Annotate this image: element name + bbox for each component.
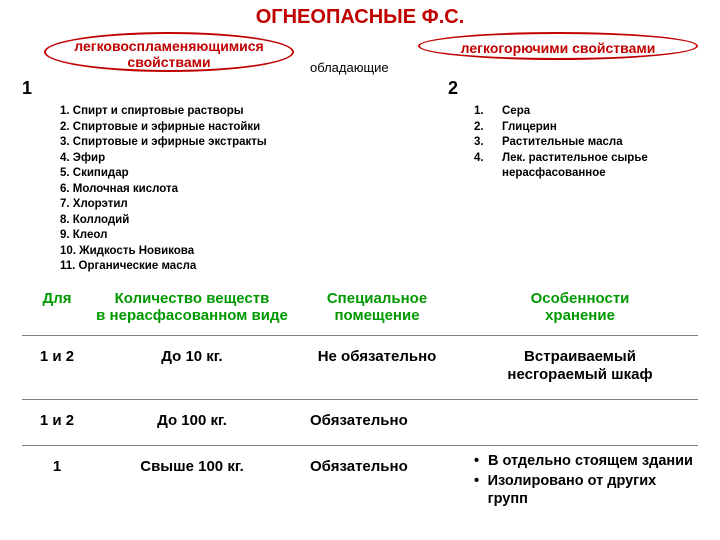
- table-row: 1 и 2 До 100 кг. Обязательно: [22, 400, 698, 446]
- table-row: 1 и 2 До 10 кг. Не обязательно Встраивае…: [22, 336, 698, 401]
- between-word: обладающие: [310, 60, 389, 75]
- cell-for: 1 и 2: [22, 336, 92, 400]
- list-item: 4.Лек. растительное сырье: [474, 151, 648, 167]
- list-item: 7. Хлорэтил: [60, 197, 267, 213]
- cell-for: 1 и 2: [22, 400, 92, 445]
- cell-feat: Встраиваемыйнесгораемый шкаф: [462, 336, 698, 400]
- list-item: 8. Коллодий: [60, 213, 267, 229]
- storage-table: Для Количество веществв нерасфасованном …: [22, 284, 698, 524]
- bubble-category-2: легкогорючими свойствами: [418, 32, 698, 60]
- slide-title: ОГНЕОПАСНЫЕ Ф.С.: [0, 6, 720, 29]
- cell-room: Обязательно: [292, 446, 462, 524]
- list-item: 9. Клеол: [60, 228, 267, 244]
- cell-qty: Свыше 100 кг.: [92, 446, 292, 524]
- bubble1-line1: легковоспламеняющимися: [74, 38, 263, 54]
- bubble-category-1: легковоспламеняющимися свойствами: [44, 32, 294, 72]
- list-item: 1.Сера: [474, 104, 648, 120]
- list-category-1: 1. Спирт и спиртовые растворы 2. Спиртов…: [60, 104, 267, 275]
- list-item: 3. Спиртовые и эфирные экстракты: [60, 135, 267, 151]
- cell-feat: •В отдельно стоящем здании •Изолировано …: [462, 446, 698, 524]
- list-item: 4. Эфир: [60, 151, 267, 167]
- list-item: 3.Растительные масла: [474, 135, 648, 151]
- list-item: 1. Спирт и спиртовые растворы: [60, 104, 267, 120]
- list-category-2: 1.Сера 2.Глицерин 3.Растительные масла 4…: [474, 104, 648, 182]
- cell-feat: [462, 400, 698, 445]
- bubble1-line2: свойствами: [127, 54, 210, 70]
- bubble2-line: легкогорючими свойствами: [461, 40, 656, 56]
- cell-room: Не обязательно: [292, 336, 462, 400]
- list-item: 2.Глицерин: [474, 120, 648, 136]
- list-item: 6. Молочная кислота: [60, 182, 267, 198]
- th-qty: Количество веществв нерасфасованном виде: [92, 284, 292, 335]
- table-row: 1 Свыше 100 кг. Обязательно •В отдельно …: [22, 446, 698, 524]
- list-item: 2. Спиртовые и эфирные настойки: [60, 120, 267, 136]
- cell-qty: До 100 кг.: [92, 400, 292, 445]
- category-1-number: 1: [22, 78, 32, 99]
- category-2-number: 2: [448, 78, 458, 99]
- list-item: 10. Жидкость Новикова: [60, 244, 267, 260]
- th-room: Специальноепомещение: [292, 284, 462, 335]
- list-item: 11. Органические масла: [60, 259, 267, 275]
- table-header-row: Для Количество веществв нерасфасованном …: [22, 284, 698, 336]
- list-item: 5. Скипидар: [60, 166, 267, 182]
- cell-room: Обязательно: [292, 400, 462, 445]
- cell-qty: До 10 кг.: [92, 336, 292, 400]
- th-for: Для: [22, 284, 92, 335]
- list-item-cont: нерасфасованное: [474, 166, 648, 182]
- cell-for: 1: [22, 446, 92, 524]
- th-feat: Особенностихранение: [462, 284, 698, 335]
